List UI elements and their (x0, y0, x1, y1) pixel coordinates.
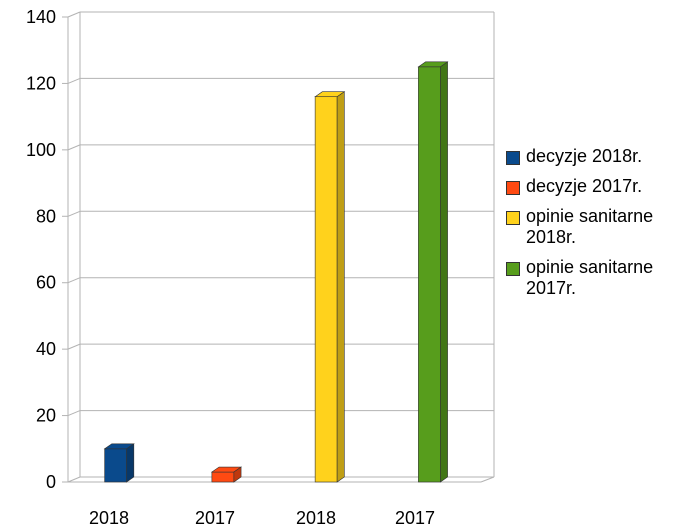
bar-opinie-sanitarne-2018r- (314, 91, 346, 483)
bar-front-face (211, 471, 235, 483)
bar-side-face (233, 466, 242, 483)
bar-front-face (104, 448, 127, 483)
y-tick-label: 60 (36, 273, 56, 293)
legend-swatch (506, 151, 520, 165)
bar-side-face (440, 61, 448, 483)
axes (67, 12, 495, 483)
y-tick-label: 20 (36, 406, 56, 426)
grid-connector (67, 77, 81, 84)
bar-side-face (126, 443, 135, 483)
x-tick-labels: 2018 2017 2018 2017 (89, 508, 435, 526)
y-tick-label: 100 (26, 140, 56, 160)
legend-item: opinie sanitarne 2017r. (506, 257, 682, 299)
grid-connector (67, 11, 81, 18)
bar-front-face (418, 66, 441, 483)
legend-item: decyzje 2017r. (506, 176, 682, 197)
y-tick-label: 0 (46, 472, 56, 492)
legend-swatch (506, 211, 520, 225)
grid-connector (67, 343, 81, 350)
floor-right-edge (480, 476, 495, 483)
bar-decyzje-2017r- (210, 466, 243, 483)
bar-side-face (336, 91, 345, 483)
y-tick-labels: 0 20 40 60 80 100 120 140 (26, 7, 56, 492)
legend-item: opinie sanitarne 2018r. (506, 206, 682, 248)
y-tick-label: 120 (26, 73, 56, 93)
grid-connector (67, 210, 81, 217)
bar-front-face (314, 96, 338, 483)
x-tick-label: 2017 (395, 508, 435, 526)
grid-connector (67, 476, 81, 483)
legend-label: decyzje 2017r. (526, 176, 643, 196)
legend: decyzje 2018r. decyzje 2017r. opinie sanit… (506, 146, 682, 308)
x-tick-label: 2017 (195, 508, 235, 526)
y-tick-label: 40 (36, 339, 56, 359)
legend-swatch (506, 181, 520, 195)
legend-item: decyzje 2018r. (506, 146, 682, 167)
legend-label: decyzje 2018r. (526, 146, 643, 166)
legend-label: opinie sanitarne 2018r. (526, 206, 654, 247)
grid-connector (67, 410, 81, 417)
y-tick-label: 80 (36, 206, 56, 226)
bars (103, 61, 449, 483)
bar-decyzje-2018r- (103, 443, 135, 483)
y-tick-label: 140 (26, 7, 56, 27)
x-tick-label: 2018 (296, 508, 336, 526)
grid-connector (67, 277, 81, 284)
bar-opinie-sanitarne-2017r- (417, 61, 449, 483)
legend-label: opinie sanitarne 2017r. (526, 257, 654, 298)
x-tick-label: 2018 (89, 508, 129, 526)
grid-connector (67, 144, 81, 151)
legend-swatch (506, 262, 520, 276)
